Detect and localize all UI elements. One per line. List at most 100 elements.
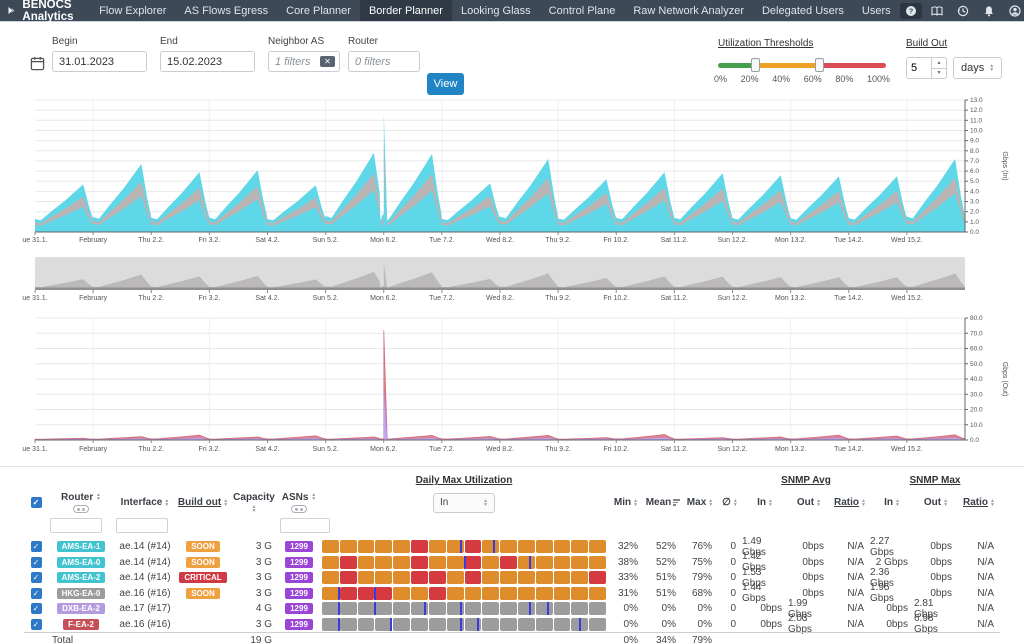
col-header-zero[interactable]: ∅▲▼	[718, 486, 742, 515]
heatmap-cell[interactable]	[589, 556, 606, 569]
heatmap-cell[interactable]	[340, 587, 357, 600]
heatmap-cell[interactable]	[482, 618, 499, 631]
snmp-max-header[interactable]: SNMP Max	[870, 467, 1000, 486]
heatmap-cell[interactable]	[340, 602, 357, 615]
heatmap-cell[interactable]	[411, 587, 428, 600]
heatmap-cell[interactable]	[340, 540, 357, 553]
stepper-up-icon[interactable]: ▲	[932, 58, 946, 69]
user-icon[interactable]	[1004, 3, 1024, 19]
heatmap-cell[interactable]	[482, 571, 499, 584]
heatmap-cell[interactable]	[429, 618, 446, 631]
heatmap-cell[interactable]	[571, 556, 588, 569]
view-button[interactable]: View	[427, 73, 464, 95]
heatmap-cell[interactable]	[571, 602, 588, 615]
heatmap-cell[interactable]	[393, 540, 410, 553]
heatmap-cell[interactable]	[465, 540, 482, 553]
heatmap-cell[interactable]	[375, 587, 392, 600]
heatmap-cell[interactable]	[482, 556, 499, 569]
heatmap-cell[interactable]	[589, 587, 606, 600]
calendar-icon[interactable]	[30, 56, 45, 71]
clear-filter-icon[interactable]: ✕	[320, 56, 335, 67]
heatmap-cell[interactable]	[393, 556, 410, 569]
heatmap-cell[interactable]	[500, 618, 517, 631]
heatmap-cell[interactable]	[358, 571, 375, 584]
history-icon[interactable]	[952, 3, 974, 19]
router-filter-input[interactable]	[348, 51, 420, 72]
heatmap-cell[interactable]	[589, 602, 606, 615]
row-checkbox[interactable]: ✓	[31, 603, 42, 614]
heatmap-cell[interactable]	[393, 618, 410, 631]
nav-item-control-plane[interactable]: Control Plane	[540, 0, 625, 21]
heatmap-cell[interactable]	[536, 556, 553, 569]
col-header-build-out[interactable]: Build out▲▼	[176, 486, 230, 515]
nav-item-flow-explorer[interactable]: Flow Explorer	[90, 0, 175, 21]
heatmap-cell[interactable]	[375, 571, 392, 584]
heatmap-cell[interactable]	[429, 587, 446, 600]
heatmap-cell[interactable]	[375, 540, 392, 553]
row-checkbox[interactable]: ✓	[31, 588, 42, 599]
heatmap-cell[interactable]	[411, 556, 428, 569]
col-header-interface[interactable]: Interface▲▼	[114, 486, 176, 515]
interface-column-filter-input[interactable]	[116, 518, 168, 533]
heatmap-cell[interactable]	[500, 556, 517, 569]
heatmap-cell[interactable]	[375, 602, 392, 615]
row-checkbox[interactable]: ✓	[31, 541, 42, 552]
heatmap-cell[interactable]	[465, 556, 482, 569]
heatmap-cell[interactable]	[500, 587, 517, 600]
heatmap-cell[interactable]	[518, 602, 535, 615]
begin-date-input[interactable]	[52, 51, 147, 72]
traffic-in-chart[interactable]: 0.01.02.03.04.05.06.07.08.09.010.011.012…	[0, 94, 1024, 246]
nav-item-border-planner[interactable]: Border Planner	[360, 0, 452, 21]
heatmap-cell[interactable]	[571, 540, 588, 553]
col-header-router[interactable]: Router ▲▼	[48, 486, 114, 515]
end-date-input[interactable]	[160, 51, 255, 72]
heatmap-cell[interactable]	[554, 602, 571, 615]
heatmap-cell[interactable]	[465, 587, 482, 600]
heatmap-cell[interactable]	[500, 571, 517, 584]
heatmap-cell[interactable]	[393, 587, 410, 600]
heatmap-cell[interactable]	[358, 587, 375, 600]
col-header-avg-out[interactable]: Out▲▼	[788, 486, 830, 515]
nav-item-as-flows-egress[interactable]: AS Flows Egress	[175, 0, 277, 21]
nav-item-raw-network-analyzer[interactable]: Raw Network Analyzer	[624, 0, 753, 21]
heatmap-cell[interactable]	[554, 556, 571, 569]
col-header-max-out[interactable]: Out▲▼	[914, 486, 958, 515]
heatmap-cell[interactable]	[322, 540, 339, 553]
heatmap-cell[interactable]	[589, 618, 606, 631]
heatmap-cell[interactable]	[429, 602, 446, 615]
heatmap-cell[interactable]	[322, 556, 339, 569]
heatmap-cell[interactable]	[554, 571, 571, 584]
traffic-out-chart[interactable]: 0.010.020.030.040.050.060.070.080.0Gbps …	[0, 308, 1024, 464]
bell-icon[interactable]	[978, 3, 1000, 19]
heatmap-cell[interactable]	[447, 587, 464, 600]
heatmap-cell[interactable]	[322, 618, 339, 631]
heatmap-cell[interactable]	[518, 556, 535, 569]
col-header-avg-in[interactable]: In▲▼	[742, 486, 788, 515]
build-out-value-input[interactable]	[907, 58, 931, 78]
daily-max-utilization-header[interactable]: Daily Max Utilization	[320, 467, 608, 486]
heatmap-cell[interactable]	[589, 540, 606, 553]
heatmap-cell[interactable]	[340, 571, 357, 584]
heatmap-cell[interactable]	[447, 571, 464, 584]
heatmap-cell[interactable]	[518, 587, 535, 600]
heatmap-cell[interactable]	[482, 587, 499, 600]
col-header-min[interactable]: Min▲▼	[608, 486, 644, 515]
col-header-capacity[interactable]: Capacity▲▼	[230, 486, 278, 515]
heatmap-cell[interactable]	[482, 602, 499, 615]
build-out-unit-select[interactable]: days ▲▼	[953, 57, 1002, 79]
heatmap-cell[interactable]	[589, 571, 606, 584]
heatmap-cell[interactable]	[447, 556, 464, 569]
col-header-avg-ratio[interactable]: Ratio▲▼	[830, 486, 870, 515]
nav-item-users[interactable]: Users	[853, 0, 900, 21]
heatmap-cell[interactable]	[465, 602, 482, 615]
heatmap-cell[interactable]	[340, 618, 357, 631]
stepper-down-icon[interactable]: ▼	[932, 69, 946, 79]
heatmap-cell[interactable]	[554, 618, 571, 631]
heatmap-cell[interactable]	[429, 540, 446, 553]
heatmap-cell[interactable]	[465, 618, 482, 631]
heatmap-cell[interactable]	[465, 571, 482, 584]
heatmap-cell[interactable]	[518, 571, 535, 584]
heatmap-cell[interactable]	[518, 618, 535, 631]
heatmap-cell[interactable]	[340, 556, 357, 569]
heatmap-cell[interactable]	[536, 618, 553, 631]
